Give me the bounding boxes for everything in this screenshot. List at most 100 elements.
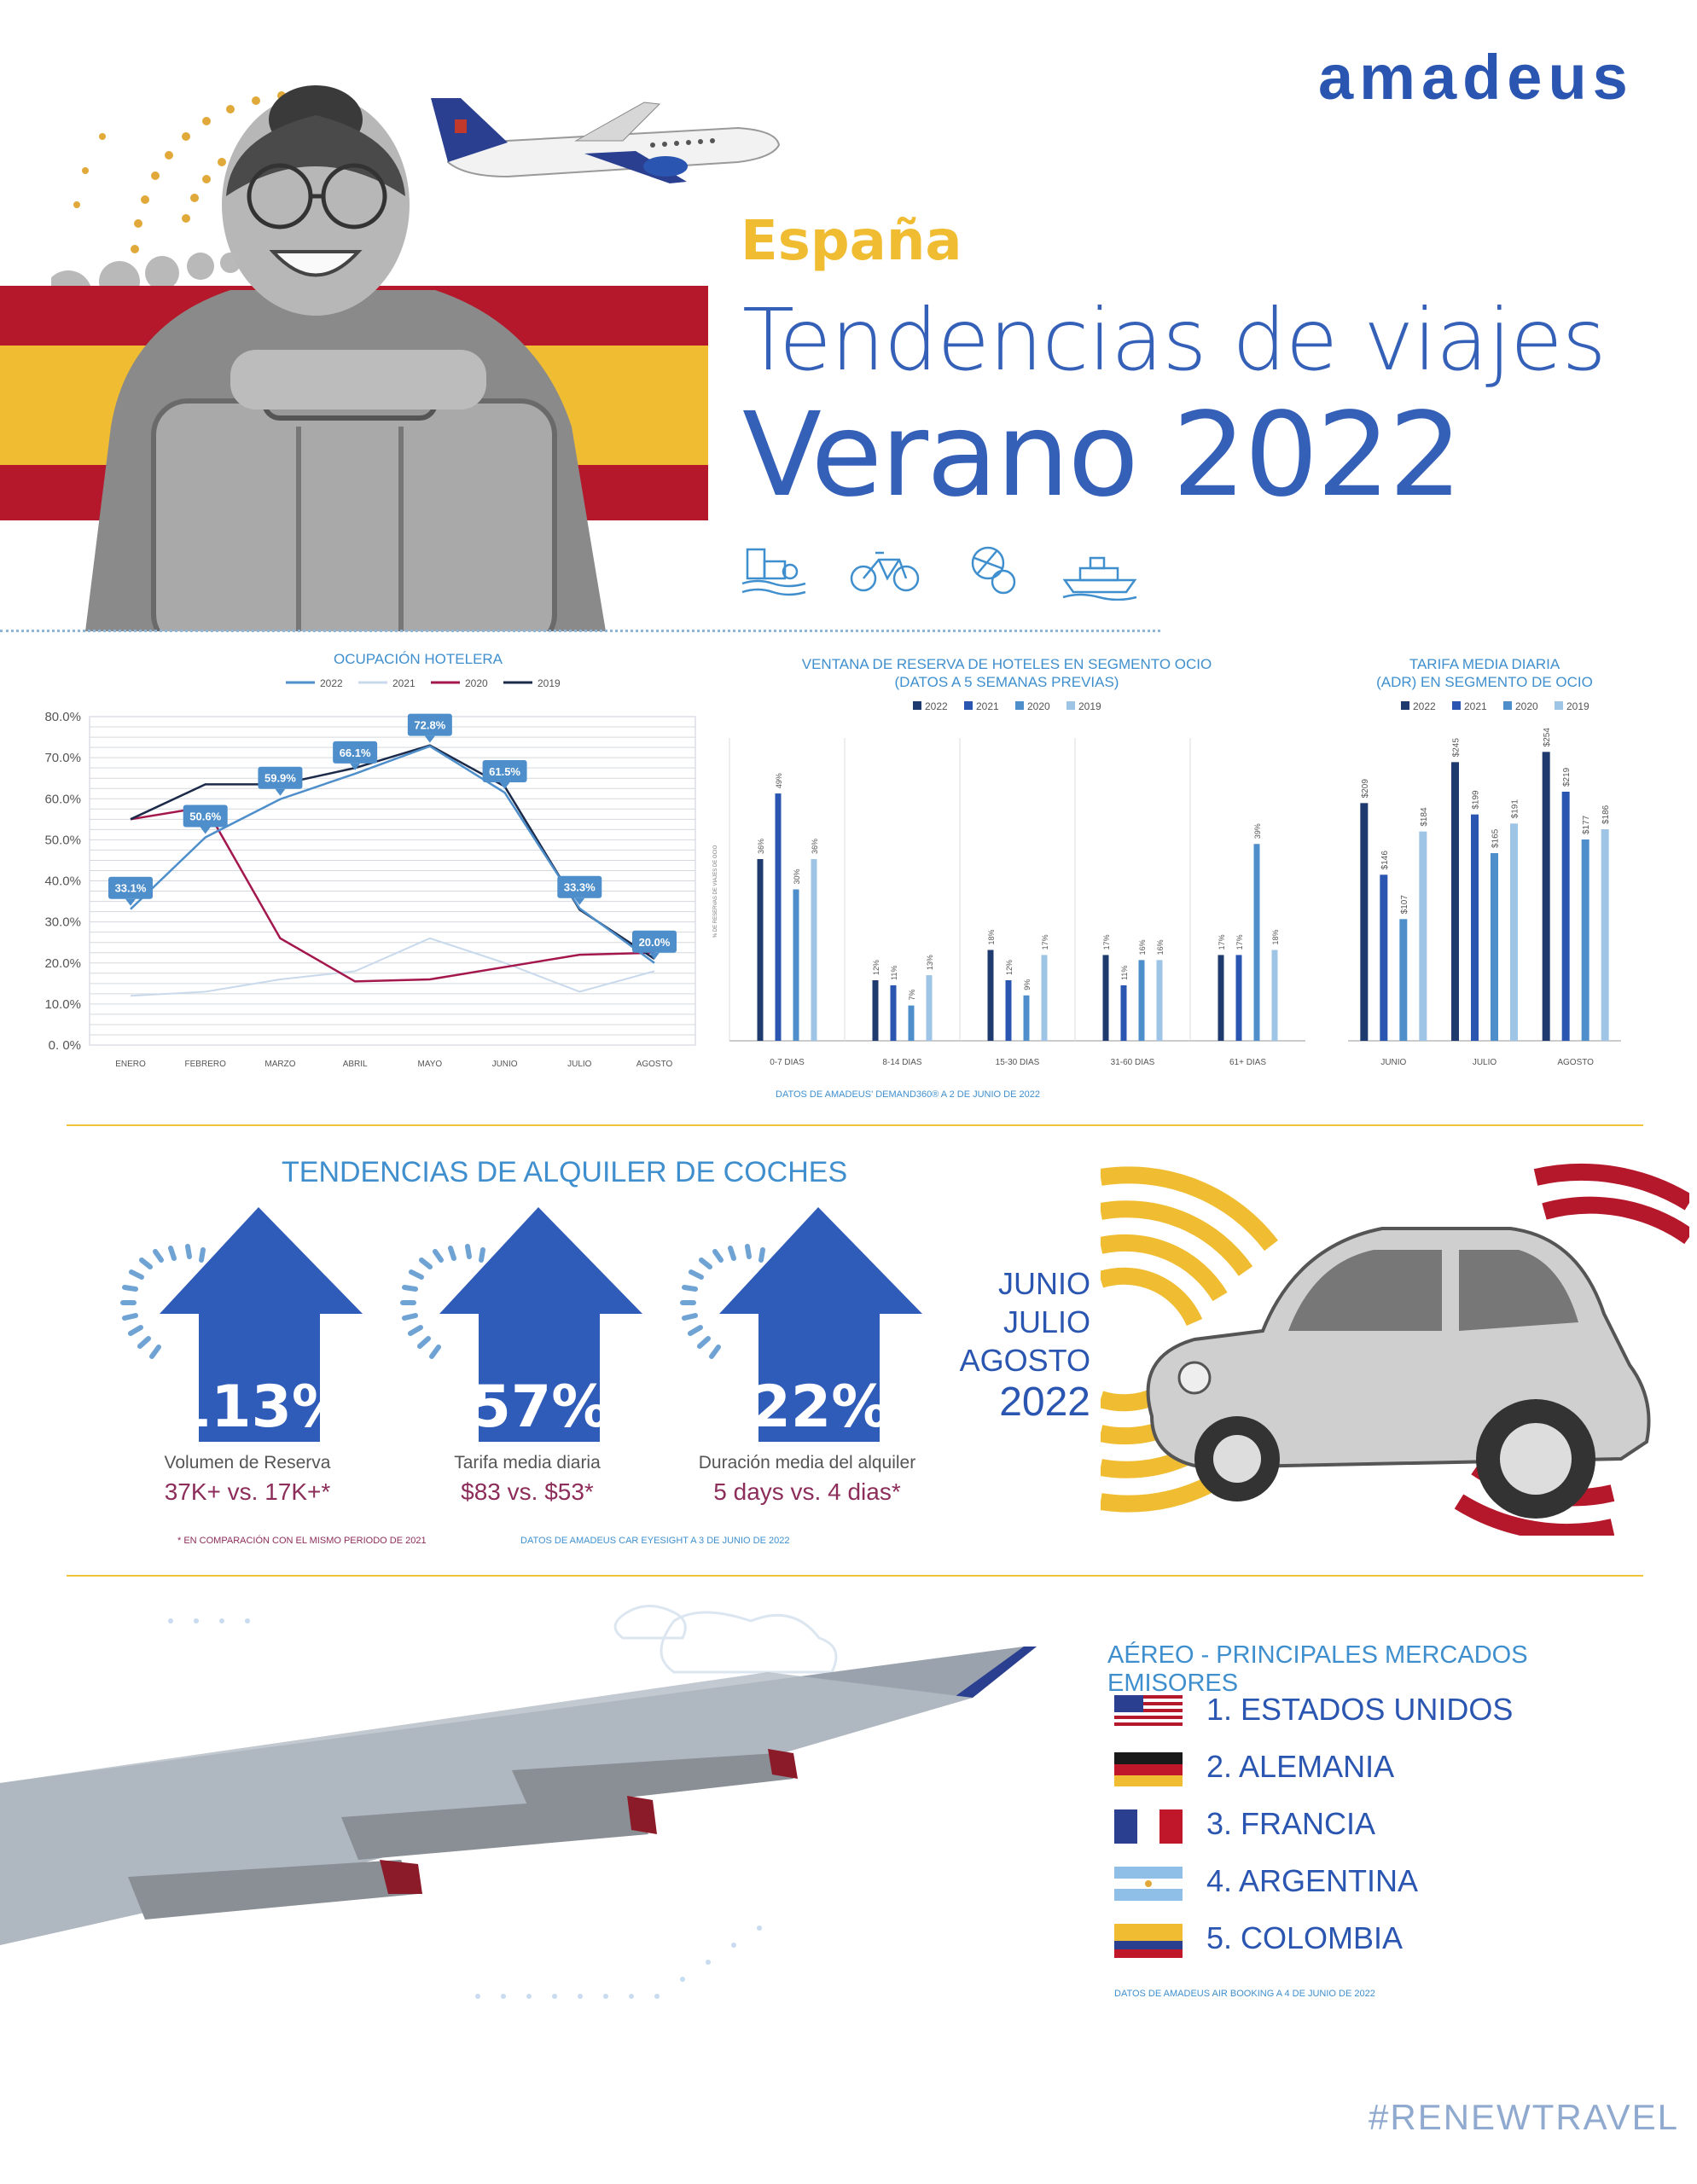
bar-label: 16% [1156, 939, 1165, 955]
metric-percent: 57% [470, 1374, 610, 1441]
amadeus-logo: amadeus [1318, 42, 1634, 113]
legend-swatch-2022 [913, 701, 921, 710]
bicycle-icon [850, 551, 920, 592]
x-tick-label: 0-7 DIAS [770, 1058, 805, 1067]
bar-label: 36% [757, 839, 765, 854]
metric-label: Duración media del alquiler [698, 1453, 916, 1472]
country-title: España [741, 210, 962, 273]
period-year: 2022 [999, 1380, 1090, 1425]
car-image [1101, 1163, 1689, 1536]
data-label: 33.1% [108, 876, 153, 906]
adr-title: TARIFA MEDIA DIARIA (ADR) EN SEGMENTO DE… [1331, 655, 1638, 691]
bar-label: 49% [775, 773, 783, 788]
bar-label: 13% [926, 955, 934, 970]
bar-label: 18% [1271, 929, 1280, 944]
legend-swatch-2019 [1066, 701, 1075, 710]
bar-2020 [1491, 853, 1498, 1041]
period-month-1: JUNIO [998, 1266, 1090, 1301]
bar-label: $184 [1420, 807, 1429, 827]
page-title-line2: Verano 2022 [742, 388, 1462, 523]
bar-2021 [1120, 985, 1127, 1041]
bar-2020 [1253, 844, 1260, 1041]
market-label: 2. ALEMANIA [1206, 1749, 1395, 1784]
section-divider-2 [67, 1575, 1643, 1577]
svg-text:20.0%: 20.0% [639, 936, 671, 949]
y-axis-label: % DE RESERVAS DE VIAJES DE OCIO [713, 845, 718, 938]
activity-icons-row [741, 546, 1137, 601]
y-tick-label: 0. 0% [49, 1038, 81, 1053]
legend-swatch-2021 [964, 701, 973, 710]
bar-2019 [926, 975, 933, 1041]
bar-label: $186 [1601, 804, 1611, 824]
bar-label: $245 [1452, 738, 1462, 758]
legend-label-2020: 2020 [1515, 700, 1538, 712]
bar-2022 [1451, 762, 1459, 1041]
market-item: 1. ESTADOS UNIDOS [1114, 1692, 1626, 1734]
booking-window-title-line1: VENTANA DE RESERVA DE HOTELES EN SEGMENT… [801, 656, 1212, 672]
bar-label: $146 [1380, 851, 1390, 870]
y-tick-label: 70.0% [44, 751, 81, 765]
airplane-image [431, 98, 781, 183]
legend-label-2021: 2021 [976, 700, 999, 712]
bar-2020 [1023, 995, 1030, 1041]
data-label: 50.6% [183, 804, 228, 834]
bar-2019 [811, 859, 817, 1041]
series-line-2021 [130, 937, 655, 997]
y-tick-label: 40.0% [44, 874, 81, 889]
car-rental-source: DATOS DE AMADEUS CAR EYESIGHT A 3 DE JUN… [520, 1536, 790, 1546]
dotted-separator [0, 630, 1160, 632]
usa-flag-icon [1114, 1695, 1183, 1729]
market-label: 3. FRANCIA [1206, 1806, 1376, 1841]
bar-2021 [1561, 792, 1570, 1041]
france-flag-icon [1114, 1809, 1183, 1844]
data-label: 59.9% [258, 766, 303, 796]
rental-metric: 57% Tarifa media diaria $83 vs. $53* [391, 1199, 664, 1506]
bar-2021 [1471, 814, 1479, 1041]
bar-2020 [793, 889, 799, 1041]
metric-value: $83 vs. $53* [461, 1478, 594, 1505]
legend-label-2019: 2019 [1078, 700, 1101, 712]
metric-label: Tarifa media diaria [454, 1453, 601, 1472]
booking-window-title-line2: (DATOS A 5 SEMANAS PREVIAS) [894, 674, 1119, 690]
bar-2020 [1399, 919, 1408, 1041]
bar-2022 [987, 950, 994, 1041]
renewtravel-hashtag: #RENEWTRAVEL [1369, 2097, 1679, 2137]
plot-frame [89, 716, 696, 1046]
bar-label: $165 [1491, 828, 1501, 848]
legend-label-2022: 2022 [320, 677, 343, 689]
data-label: 61.5% [482, 760, 527, 790]
bar-label: 11% [1120, 966, 1129, 980]
svg-text:33.1%: 33.1% [115, 882, 147, 895]
bar-label: $107 [1400, 895, 1409, 915]
y-tick-label: 60.0% [44, 792, 81, 806]
bar-2019 [1156, 960, 1163, 1041]
bar-label: $209 [1361, 779, 1370, 799]
x-tick-label: 31-60 DIAS [1111, 1058, 1155, 1067]
bar-2019 [1419, 831, 1427, 1041]
metric-percent: 113% [170, 1374, 351, 1441]
series-line-2019 [130, 744, 655, 960]
germany-flag-icon [1114, 1752, 1183, 1786]
bar-label: $199 [1472, 790, 1481, 810]
market-label: 1. ESTADOS UNIDOS [1206, 1692, 1514, 1727]
bar-2020 [908, 1005, 915, 1041]
up-arrow-icon [680, 1207, 922, 1442]
bar-2022 [1102, 955, 1109, 1041]
y-tick-label: 80.0% [44, 710, 81, 724]
y-tick-label: 10.0% [44, 997, 81, 1012]
data-label: 20.0% [632, 930, 677, 960]
rental-period: JUNIO JULIO AGOSTO 2022 [921, 1264, 1090, 1426]
metric-percent: 22% [750, 1374, 890, 1441]
legend-swatch-2022 [1401, 701, 1409, 710]
bar-label: 36% [811, 839, 819, 854]
data-label: 66.1% [333, 741, 378, 770]
hotel-occupancy-title: OCUPACIÓN HOTELERA [333, 651, 503, 667]
market-item: 5. COLOMBIA [1114, 1920, 1626, 1963]
metric-value: 5 days vs. 4 dias* [713, 1478, 901, 1505]
x-tick-label: AGOSTO [636, 1060, 673, 1069]
market-item: 2. ALEMANIA [1114, 1749, 1626, 1792]
x-tick-label: 8-14 DIAS [882, 1058, 921, 1067]
car-rental-title: TENDENCIAS DE ALQUILER DE COCHES [282, 1156, 848, 1188]
sports-balls-icon [971, 546, 1016, 595]
period-month-3: AGOSTO [959, 1343, 1090, 1378]
